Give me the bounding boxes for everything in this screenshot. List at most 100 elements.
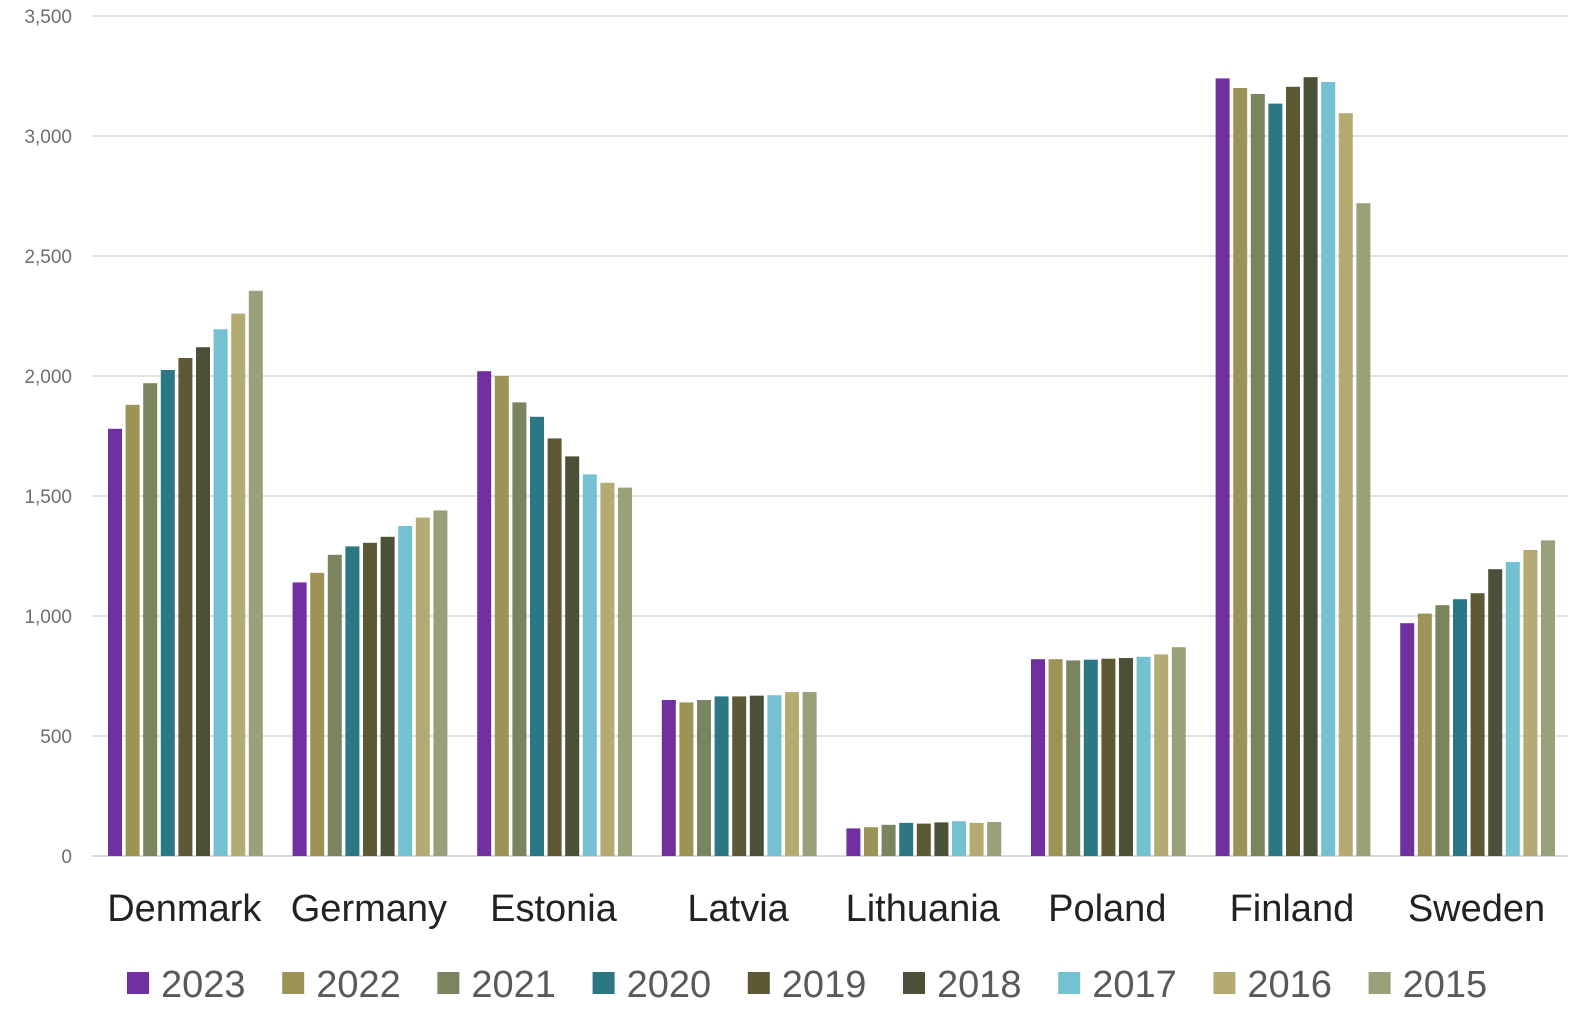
bar-germany-2017 (398, 526, 413, 856)
legend-label: 2022 (316, 964, 401, 1006)
y-tick-label: 1,500 (24, 487, 72, 508)
bar-germany-2016 (415, 517, 430, 856)
y-tick-label: 0 (61, 847, 72, 868)
bar-finland-2015 (1356, 203, 1371, 856)
bar-lithuania-2015 (987, 821, 1002, 856)
bar-estonia-2022 (494, 376, 509, 856)
bar-sweden-2015 (1541, 540, 1555, 856)
bar-estonia-2016 (600, 482, 615, 856)
y-tick-label: 1,000 (24, 607, 72, 628)
bars (108, 77, 1555, 857)
bar-estonia-2017 (582, 474, 597, 856)
bar-lithuania-2019 (916, 823, 931, 856)
y-axis-ticks: 0 500 1,000 1,500 2,000 2,500 3,000 3,500 (24, 7, 72, 868)
legend-swatch (437, 972, 460, 994)
bar-germany-2021 (327, 554, 342, 856)
legend-swatch (747, 972, 770, 994)
bar-latvia-2021 (697, 700, 711, 856)
legend-label: 2023 (161, 964, 246, 1006)
bar-poland-2020 (1083, 659, 1098, 856)
bar-finland-2016 (1338, 113, 1353, 856)
bar-poland-2019 (1101, 658, 1116, 856)
bar-latvia-2019 (732, 696, 747, 856)
bar-denmark-2020 (160, 370, 175, 856)
bar-estonia-2019 (547, 438, 562, 856)
legend-swatch (1213, 972, 1236, 994)
x-category-label: Estonia (490, 888, 618, 930)
bar-latvia-2018 (749, 695, 764, 856)
bar-poland-2017 (1136, 656, 1151, 856)
x-axis-categories: Denmark Germany Estonia Latvia Lithuania Pola… (107, 888, 1545, 930)
legend-label: 2021 (471, 964, 556, 1006)
bar-germany-2020 (345, 546, 360, 856)
bar-estonia-2018 (565, 456, 580, 856)
bar-latvia-2020 (714, 696, 729, 856)
bar-finland-2023 (1215, 78, 1230, 856)
bar-germany-2022 (310, 572, 325, 856)
bar-germany-2015 (433, 510, 448, 856)
bar-denmark-2017 (213, 329, 228, 856)
bar-denmark-2023 (108, 428, 122, 856)
bar-finland-2021 (1250, 94, 1265, 856)
x-category-label: Sweden (1408, 888, 1545, 930)
y-tick-label: 2,000 (24, 367, 72, 388)
legend-label: 2020 (627, 964, 712, 1006)
x-category-label: Germany (291, 888, 447, 930)
x-category-label: Denmark (107, 888, 262, 930)
bar-finland-2018 (1303, 77, 1318, 856)
bar-estonia-2021 (512, 402, 527, 856)
bar-denmark-2022 (125, 404, 140, 856)
bar-sweden-2019 (1470, 593, 1485, 856)
bar-denmark-2021 (143, 383, 158, 856)
bar-germany-2018 (380, 536, 395, 856)
x-category-label: Latvia (687, 888, 789, 930)
legend-label: 2019 (782, 964, 867, 1006)
bar-poland-2018 (1119, 658, 1133, 856)
legend-label: 2017 (1092, 964, 1177, 1006)
bar-poland-2021 (1066, 660, 1081, 856)
bar-sweden-2017 (1505, 562, 1520, 856)
bar-estonia-2015 (618, 487, 632, 856)
bar-finland-2020 (1268, 103, 1283, 857)
bar-finland-2017 (1321, 82, 1336, 856)
x-category-label: Poland (1048, 888, 1166, 930)
y-tick-label: 3,000 (24, 127, 72, 148)
bar-latvia-2022 (679, 702, 694, 856)
bar-lithuania-2022 (864, 827, 878, 856)
bar-germany-2023 (292, 582, 307, 856)
bar-lithuania-2020 (899, 822, 914, 856)
legend-swatch (903, 972, 925, 994)
bar-latvia-2016 (785, 692, 799, 856)
bar-lithuania-2023 (846, 828, 861, 856)
x-category-label: Finland (1230, 888, 1355, 930)
bar-lithuania-2017 (952, 821, 966, 856)
bar-sweden-2021 (1435, 605, 1450, 856)
bar-finland-2019 (1286, 86, 1300, 857)
bar-denmark-2019 (178, 358, 193, 856)
legend-label: 2018 (937, 964, 1022, 1006)
bar-poland-2015 (1171, 647, 1186, 856)
y-tick-label: 3,500 (24, 7, 72, 28)
bar-latvia-2015 (802, 692, 817, 856)
x-category-label: Lithuania (846, 888, 1001, 930)
bar-lithuania-2021 (881, 824, 896, 856)
bar-denmark-2015 (248, 290, 263, 856)
legend-label: 2016 (1247, 964, 1332, 1006)
bar-germany-2019 (363, 542, 377, 856)
bar-latvia-2023 (661, 700, 676, 856)
bar-lithuania-2018 (934, 822, 949, 856)
bar-latvia-2017 (767, 695, 782, 856)
bar-estonia-2023 (477, 371, 492, 856)
y-tick-label: 500 (40, 727, 72, 748)
bar-poland-2022 (1048, 659, 1063, 856)
y-tick-label: 2,500 (24, 247, 72, 268)
bar-sweden-2022 (1417, 613, 1432, 856)
bar-estonia-2020 (530, 416, 544, 856)
bar-poland-2023 (1031, 659, 1045, 856)
legend-swatch (127, 972, 149, 994)
bar-denmark-2016 (231, 313, 246, 857)
bar-finland-2022 (1233, 88, 1248, 856)
bar-sweden-2016 (1523, 550, 1538, 856)
